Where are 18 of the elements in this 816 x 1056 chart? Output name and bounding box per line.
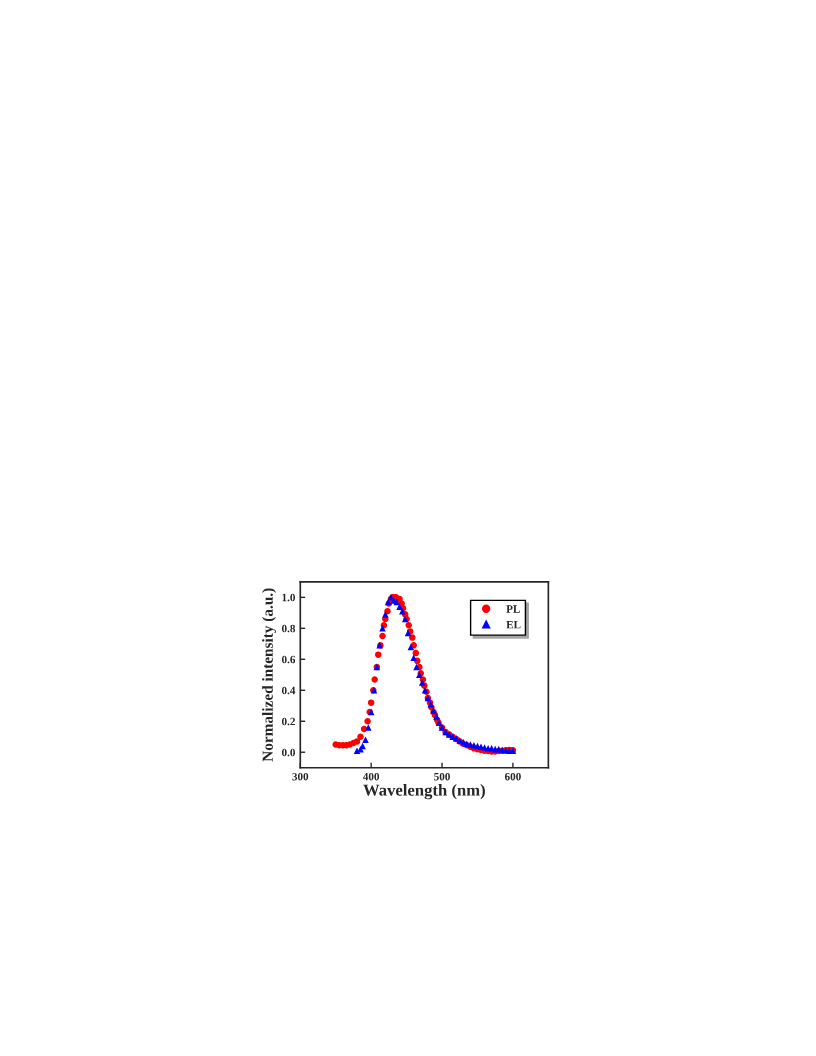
y-axis-title: Normalized intensity (a.u.)	[262, 588, 276, 762]
point	[379, 625, 386, 632]
y-tick-label: 0.6	[281, 655, 296, 664]
y-tick-label: 0.4	[281, 686, 296, 695]
y-tick-label: 0.0	[281, 748, 295, 757]
point	[353, 747, 361, 754]
point	[410, 654, 417, 661]
y-tick-label: 0.2	[281, 717, 295, 726]
x-tick-label: 500	[434, 772, 450, 781]
y-tick-label: 0.8	[281, 624, 296, 633]
point	[365, 724, 372, 731]
y-tick-label: 1.0	[282, 593, 295, 602]
x-tick-label: 400	[362, 772, 380, 781]
x-tick-label: 600	[504, 772, 521, 781]
x-tick-label: 300	[292, 772, 309, 781]
legend-label: PL	[506, 605, 520, 613]
legend-label: EL	[506, 621, 521, 629]
x-axis-title: Wavelength (nm)	[363, 784, 485, 800]
